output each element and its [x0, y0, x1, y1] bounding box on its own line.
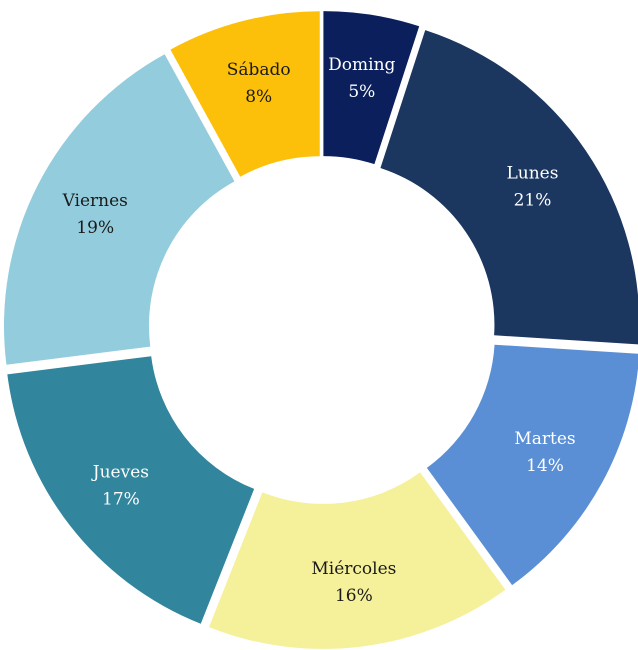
slice-label: Doming — [328, 55, 395, 75]
slice-label: Jueves — [91, 462, 149, 482]
slice-value-label: 21% — [514, 190, 552, 210]
donut-slice — [380, 30, 638, 345]
slice-value-label: 5% — [348, 82, 375, 102]
slice-value-label: 16% — [335, 586, 373, 606]
slice-label: Miércoles — [311, 559, 396, 579]
donut-slice — [426, 344, 638, 586]
slice-label: Sábado — [227, 60, 291, 80]
slice-value-label: 14% — [526, 456, 564, 476]
slice-value-label: 8% — [245, 87, 272, 107]
slice-label: Viernes — [62, 191, 128, 211]
slice-label: Martes — [514, 429, 575, 449]
donut-slice — [7, 356, 255, 624]
slice-value-label: 17% — [102, 489, 140, 509]
donut-slice — [209, 472, 506, 649]
donut-slice — [323, 11, 420, 165]
slice-value-label: 19% — [76, 218, 114, 238]
donut-slice — [170, 11, 320, 177]
slice-label: Lunes — [506, 163, 558, 183]
donut-slice — [3, 54, 235, 365]
